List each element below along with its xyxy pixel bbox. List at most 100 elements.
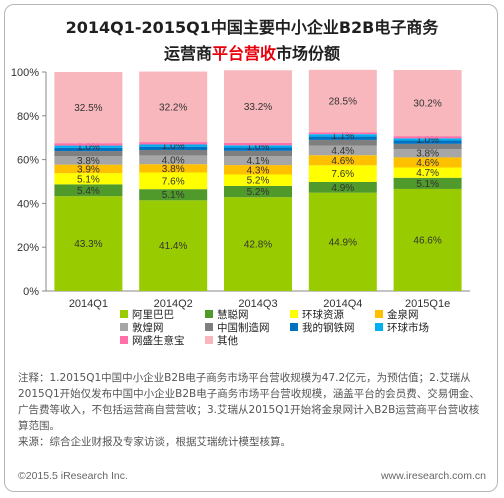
- note-line: 注释：1.2015Q1中国中小企业B2B电子商务市场平台营收规模为47.2亿元，…: [18, 372, 471, 384]
- bar-segment: [54, 151, 123, 157]
- bar-segment: [54, 145, 123, 148]
- data-label: 7.6%: [162, 176, 185, 187]
- note-line: 算范围。: [18, 420, 60, 432]
- bar-segment: [139, 144, 208, 147]
- data-label: 4.7%: [416, 168, 439, 179]
- subtitle-highlight: 平台营收: [211, 44, 276, 63]
- data-label: 4.3%: [247, 165, 270, 176]
- legend-label: 阿里巴巴: [132, 309, 174, 321]
- y-tick-label: 80%: [17, 111, 39, 123]
- y-tick-label: 100%: [11, 67, 39, 79]
- bar-segment: [224, 70, 292, 143]
- bar-segment: [224, 165, 292, 175]
- bar-segment: [54, 164, 123, 174]
- y-tick-label: 0%: [23, 286, 39, 298]
- x-tick-label: 2015Q1e: [405, 298, 450, 310]
- data-label: 43.3%: [74, 239, 102, 250]
- bar-segment: [139, 155, 208, 165]
- legend-swatch: [375, 310, 383, 318]
- data-label: 3.8%: [416, 149, 439, 160]
- data-label: 4.4%: [331, 146, 354, 157]
- bar-segment: [54, 173, 123, 185]
- bar-segment: [308, 145, 377, 156]
- bar-segment: [139, 146, 208, 150]
- data-label: 4.1%: [247, 156, 270, 167]
- bar-segment: [54, 72, 123, 144]
- bar-segment: [139, 71, 208, 143]
- bar-segment: [224, 150, 292, 157]
- data-label: 5.4%: [77, 186, 100, 197]
- bar-segment: [308, 165, 377, 182]
- legend-label: 网盛生意宝: [132, 334, 185, 347]
- data-label: 5.1%: [162, 190, 185, 201]
- bar-segment: [54, 196, 123, 291]
- bar-segment: [224, 147, 292, 151]
- legend-label: 金泉网: [387, 308, 419, 321]
- bar-segment: [393, 157, 462, 168]
- data-label: 1.0%: [416, 135, 439, 146]
- chart-frame: [4, 4, 498, 492]
- source-line: 来源：综合企业财报及专家访谈，根据艾瑞统计模型核算。: [18, 436, 291, 448]
- bar-segment: [308, 69, 377, 133]
- data-label: 1.0%: [162, 141, 185, 152]
- bar-segment: [393, 138, 462, 141]
- data-label: 32.5%: [74, 103, 102, 114]
- x-tick-label: 2014Q1: [69, 298, 108, 310]
- data-label: 33.2%: [244, 102, 272, 113]
- bar-segment: [139, 172, 208, 190]
- bar-segment: [393, 136, 462, 139]
- data-label: 4.9%: [331, 183, 354, 194]
- data-label: 1.1%: [331, 131, 354, 142]
- data-label: 41.4%: [159, 241, 187, 252]
- data-label: 1.0%: [247, 142, 270, 153]
- data-label: 4.0%: [162, 155, 185, 166]
- data-label: 30.2%: [413, 99, 441, 110]
- bar-segment: [139, 142, 208, 145]
- bar-segment: [393, 188, 462, 291]
- subtitle-suffix: 市场份额: [276, 44, 341, 63]
- legend-label: 我的钢铁网: [302, 321, 355, 334]
- legend-swatch: [375, 323, 383, 331]
- bar-segment: [54, 147, 123, 152]
- x-tick-label: 2014Q2: [154, 298, 193, 310]
- bar-segment: [224, 174, 292, 186]
- bar-segment: [139, 149, 208, 156]
- bar-segment: [308, 181, 377, 193]
- data-label: 3.8%: [162, 164, 185, 175]
- bar-segment: [54, 143, 123, 146]
- y-tick-label: 20%: [17, 242, 39, 254]
- data-label: 1.0%: [77, 142, 100, 153]
- data-label: 4.6%: [416, 158, 439, 169]
- data-label: 32.2%: [159, 102, 187, 113]
- data-label: 3.9%: [77, 164, 100, 175]
- website-link[interactable]: www.iresearch.com.cn: [380, 470, 486, 482]
- legend-label: 其他: [217, 334, 238, 347]
- bar-segment: [393, 167, 462, 178]
- bar-segment: [224, 197, 292, 291]
- note-line: 2015Q1开始仅发布中国中小企业B2B电子商务市场平台营收规模，涵盖平台的会员…: [18, 388, 480, 400]
- notes-block: 注释：1.2015Q1中国中小企业B2B电子商务市场平台营收规模为47.2亿元，…: [18, 370, 490, 450]
- chart-title: 2014Q1-2015Q1中国主要中小企业B2B电子商务: [65, 18, 439, 37]
- data-label: 4.6%: [331, 156, 354, 167]
- data-label: 3.8%: [77, 156, 100, 167]
- bar-segment: [308, 139, 377, 146]
- legend-swatch: [290, 323, 298, 331]
- legend-swatch: [205, 323, 213, 331]
- bar-segment: [393, 149, 462, 158]
- data-label: 5.2%: [247, 187, 270, 198]
- bar-segment: [139, 200, 208, 291]
- data-label: 46.6%: [413, 235, 441, 246]
- x-tick-label: 2014Q3: [238, 298, 277, 310]
- data-label: 44.9%: [329, 237, 357, 248]
- bar-segment: [308, 192, 377, 291]
- x-tick-label: 2014Q4: [323, 298, 362, 310]
- copyright: ©2015.5 iResearch Inc.: [18, 470, 128, 482]
- bar-segment: [393, 177, 462, 189]
- bar-segment: [224, 142, 292, 146]
- legend-swatch: [120, 310, 128, 318]
- legend-swatch: [205, 336, 213, 344]
- legend-label: 环球资源: [302, 308, 344, 321]
- chart-subtitle: 运营商平台营收市场份额: [0, 40, 504, 64]
- bar-segment: [139, 189, 208, 201]
- legend-label: 中国制造网: [217, 321, 270, 334]
